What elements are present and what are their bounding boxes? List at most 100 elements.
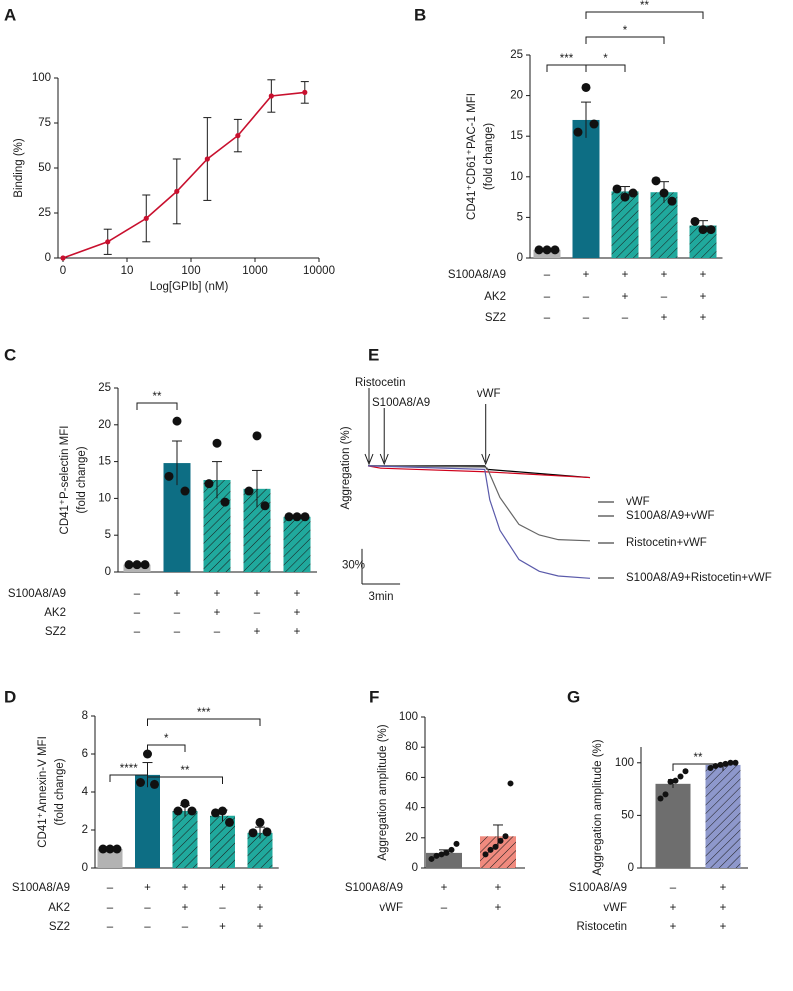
data-point [284,512,294,522]
condition-value: + [294,588,301,600]
data-point [487,846,494,853]
data-point [698,225,708,235]
condition-value: + [214,588,221,600]
condition-value: + [670,902,677,914]
y-tick-label: 40 [405,802,418,814]
data-point [438,851,445,858]
condition-name: Ristocetin [577,921,628,933]
condition-value: – [219,902,226,914]
condition-value: – [144,921,151,933]
y-tick-label: 50 [38,162,51,174]
x-tick-label: 10 [121,265,134,277]
data-point [187,806,197,816]
data-point [112,844,122,854]
condition-value: + [700,269,707,281]
condition-name: AK2 [484,291,506,303]
condition-value: + [254,588,261,600]
y-axis-label: (fold change) [54,758,66,825]
data-point [211,808,220,818]
condition-value: + [294,626,301,638]
y-tick-label: 100 [399,711,418,723]
legend-label: S100A8/A9+Ristocetin+vWF [626,572,772,584]
y-tick-label: 0 [82,862,88,874]
data-point [173,806,183,816]
data-point [550,245,560,255]
condition-value: + [182,902,189,914]
y-tick-label: 5 [517,211,523,223]
panel-letter: B [414,5,426,24]
panel-letter: A [4,5,16,24]
data-point [180,798,190,808]
data-point [60,255,66,261]
data-point [428,855,435,862]
data-point [248,828,258,838]
condition-value: + [700,291,707,303]
significance-bracket [585,11,704,19]
panel-letter: G [567,687,580,706]
data-point [252,431,262,441]
data-point [448,846,455,853]
condition-value: – [661,291,668,303]
y-tick-label: 25 [510,49,523,61]
condition-value: – [670,882,677,894]
condition-value: + [254,626,261,638]
data-point [105,239,111,245]
x-axis-label: Log[GPIb] (nM) [150,281,229,293]
condition-name: S100A8/A9 [569,882,627,894]
significance-bracket [147,718,261,726]
y-tick-label: 6 [82,748,88,760]
data-point [244,486,254,496]
condition-value: + [441,882,448,894]
condition-value: – [583,291,590,303]
data-point [682,768,689,775]
legend-label: S100A8/A9+vWF [626,510,715,522]
significance-label: ** [640,0,649,12]
condition-name: vWF [379,902,403,914]
condition-name: S100A8/A9 [345,882,403,894]
data-point [225,817,234,827]
significance-bracket [147,776,223,784]
condition-value: – [441,902,448,914]
panel-letter: E [368,345,379,364]
bar [283,516,311,572]
condition-value: + [144,882,151,894]
y-tick-label: 0 [45,252,51,264]
condition-value: – [174,626,181,638]
condition-value: – [544,269,551,281]
significance-label: *** [560,53,574,65]
annotation-label: Ristocetin [355,377,406,389]
significance-bracket [147,744,186,752]
condition-value: + [700,312,707,324]
data-point [218,806,227,816]
data-point [573,127,583,137]
condition-value: + [257,921,264,933]
condition-name: vWF [603,902,627,914]
condition-value: + [219,882,226,894]
condition-value: – [254,607,261,619]
trace-line [367,465,591,479]
bar [572,119,600,259]
y-tick-label: 10 [510,171,523,183]
y-tick-label: 50 [621,809,634,821]
condition-value: + [257,882,264,894]
data-point [542,245,552,255]
condition-value: + [661,312,668,324]
annotation-label: vWF [477,388,501,400]
data-point [589,119,599,129]
data-point [174,188,180,194]
data-point [132,560,142,570]
y-axis-label: Aggregation amplitude (%) [592,739,604,875]
significance-bracket [585,64,626,72]
y-tick-label: 80 [405,741,418,753]
condition-value: – [182,921,189,933]
condition-value: – [174,607,181,619]
data-point [722,760,729,767]
data-point [620,192,630,202]
significance-label: ** [181,765,190,777]
bar [705,764,741,868]
significance-label: * [603,53,608,65]
condition-value: + [257,902,264,914]
scale-bar-y-label: 30% [342,559,365,571]
condition-value: – [134,588,141,600]
scale-bar-x-label: 3min [369,591,394,603]
